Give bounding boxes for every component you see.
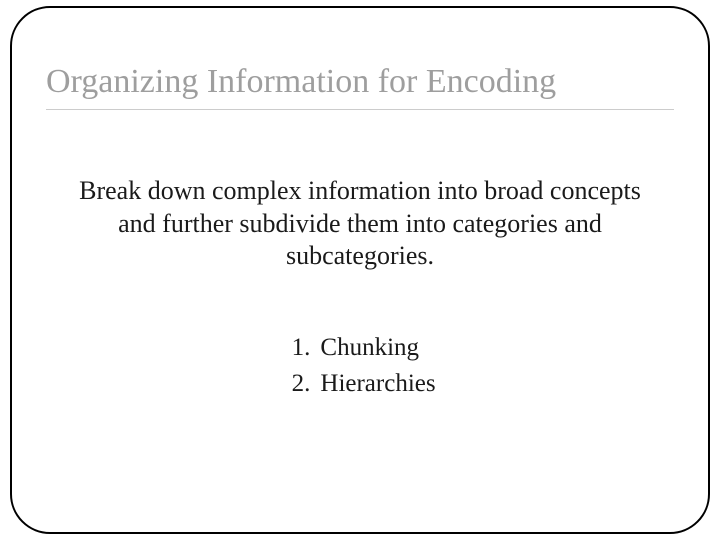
slide-list: 1. Chunking 2. Hierarchies	[0, 330, 720, 403]
slide-body: Break down complex information into broa…	[70, 175, 650, 273]
list-item: 2. Hierarchies	[284, 366, 435, 402]
slide-title: Organizing Information for Encoding	[46, 62, 674, 110]
list-number: 1.	[284, 330, 320, 366]
list-item: 1. Chunking	[284, 330, 435, 366]
list-label: Hierarchies	[320, 366, 435, 402]
list-label: Chunking	[320, 330, 419, 366]
ordered-list: 1. Chunking 2. Hierarchies	[284, 330, 435, 403]
list-number: 2.	[284, 366, 320, 402]
